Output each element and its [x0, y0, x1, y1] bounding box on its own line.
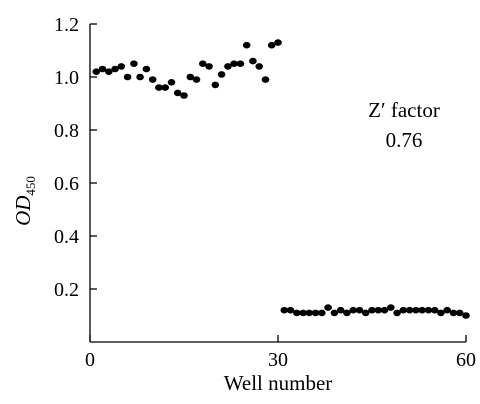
data-point — [180, 92, 188, 99]
y-axis-label-subscript: 450 — [23, 176, 38, 196]
data-point — [236, 60, 245, 67]
data-point — [324, 304, 332, 311]
data-point — [192, 76, 201, 83]
data-point — [117, 63, 126, 70]
data-point — [387, 304, 395, 311]
data-point — [449, 309, 458, 317]
data-point — [267, 41, 276, 49]
data-point — [418, 306, 426, 314]
data-point — [336, 306, 345, 314]
data-point — [305, 309, 314, 317]
data-point — [443, 306, 452, 314]
data-point — [242, 41, 251, 49]
x-tick-label: 0 — [85, 349, 95, 371]
data-point — [393, 309, 401, 317]
data-point — [311, 309, 320, 317]
tick-marks — [89, 23, 467, 342]
z-factor-label: Z′ factor — [368, 98, 440, 122]
data-point — [255, 63, 263, 70]
data-points — [92, 39, 470, 319]
data-point — [123, 73, 132, 81]
data-point — [199, 60, 207, 67]
data-point — [148, 76, 157, 83]
data-point — [224, 63, 232, 70]
data-point — [349, 306, 358, 314]
data-point — [299, 309, 307, 317]
data-point — [374, 306, 383, 314]
data-point — [274, 39, 282, 46]
data-point — [280, 306, 289, 314]
z-factor-value: 0.76 — [386, 128, 423, 152]
data-point — [211, 81, 220, 89]
data-point — [361, 309, 370, 317]
y-tick-label: 1.0 — [54, 67, 79, 89]
data-point — [186, 73, 195, 81]
data-point — [330, 309, 339, 317]
data-point — [430, 306, 439, 314]
data-point — [355, 306, 364, 314]
data-point — [155, 84, 163, 91]
data-point — [380, 306, 389, 314]
data-point — [136, 73, 144, 81]
data-point — [105, 68, 113, 75]
data-point — [173, 89, 182, 97]
y-tick-label: 0.6 — [54, 173, 79, 195]
data-point — [412, 306, 420, 314]
data-point — [286, 306, 295, 314]
data-point — [424, 306, 433, 314]
data-point — [368, 306, 376, 314]
data-point — [111, 65, 119, 73]
data-point — [98, 65, 107, 73]
data-point — [462, 312, 470, 319]
y-tick-label: 0.4 — [54, 226, 79, 248]
data-point — [399, 306, 408, 314]
data-point — [261, 76, 270, 83]
data-point — [455, 309, 464, 317]
data-point — [142, 65, 151, 73]
data-point — [405, 306, 414, 314]
y-tick-label: 0.8 — [54, 120, 79, 142]
y-axis-label-main: OD — [11, 196, 35, 226]
data-point — [293, 309, 301, 317]
data-point — [130, 60, 138, 67]
tick-labels: 0.2 0.4 0.6 0.8 1.0 1.2 0 30 60 — [54, 14, 476, 371]
y-tick-label: 0.2 — [54, 279, 79, 301]
data-point — [249, 57, 257, 65]
data-point — [161, 84, 169, 91]
x-tick-label: 60 — [456, 349, 476, 371]
data-point — [217, 71, 226, 78]
y-tick-label: 1.2 — [54, 14, 79, 36]
x-tick-label: 30 — [268, 349, 288, 371]
x-axis-label: Well number — [224, 371, 333, 395]
data-point — [92, 68, 101, 75]
y-axis-label: OD450 — [11, 176, 38, 226]
data-point — [318, 309, 326, 317]
data-point — [230, 60, 238, 67]
data-point — [205, 63, 213, 70]
data-point — [437, 309, 445, 317]
data-point — [343, 309, 351, 317]
data-point — [167, 79, 176, 86]
